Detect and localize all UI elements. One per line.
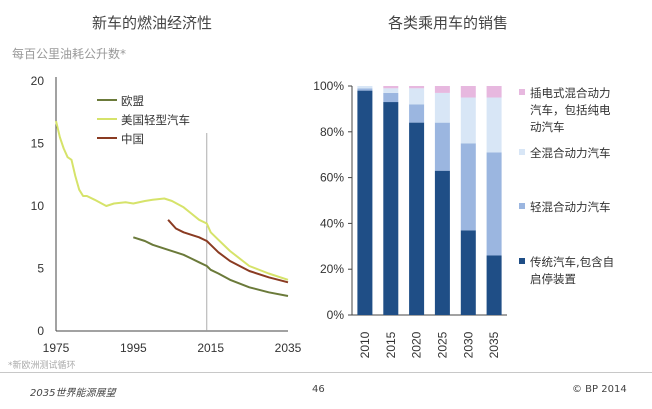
right-legend-label: 轻混合动力汽车	[530, 200, 611, 214]
right-legend-label: 动汽车	[530, 120, 565, 134]
right-y-tick-label: 60%	[320, 171, 344, 185]
right-y-tick-label: 40%	[320, 216, 344, 230]
bar-segment-2010-3	[357, 86, 373, 89]
right-legend-label: 全混合动力汽车	[530, 146, 611, 160]
left-legend-label: 美国轻型汽车	[121, 113, 190, 127]
right-x-tick-label: 2025	[435, 331, 449, 358]
left-y-tick-label: 5	[37, 262, 44, 276]
left-x-tick-label: 2015	[197, 341, 224, 355]
left-x-tick-label: 1975	[43, 341, 70, 355]
bar-segment-2020-2	[409, 104, 425, 123]
series-line-3	[167, 219, 289, 284]
right-x-tick-label: 2010	[358, 331, 372, 358]
left-y-tick-label: 10	[31, 199, 45, 213]
left-chart-title: 新车的燃油经济性	[92, 14, 213, 32]
bar-segment-2010-1	[357, 90, 373, 315]
bar-segment-2035-2	[486, 152, 502, 256]
bar-segment-2020-1	[409, 122, 425, 315]
left-y-tick-label: 15	[31, 137, 45, 151]
bar-segment-2025-4	[434, 86, 450, 93]
right-y-tick-label: 20%	[320, 262, 344, 276]
right-legend-label: 汽车，包括纯电	[530, 103, 611, 117]
bar-segment-2035-1	[486, 255, 502, 315]
right-legend-swatch	[519, 89, 525, 95]
right-legend-label: 传统汽车,包含自	[530, 255, 614, 269]
bar-segment-2015-3	[383, 88, 399, 93]
bar-segment-2030-1	[460, 230, 476, 315]
footer-divider	[0, 372, 652, 373]
right-legend-swatch	[519, 149, 525, 155]
left-y-tick-label: 0	[37, 324, 44, 338]
right-x-tick-label: 2035	[487, 331, 501, 358]
left-legend-label: 欧盟	[121, 94, 144, 108]
left-legend-label: 中国	[121, 132, 144, 146]
bar-segment-2030-2	[460, 143, 476, 231]
series-line-1	[132, 236, 289, 297]
right-legend-swatch	[519, 203, 525, 209]
right-y-tick-label: 100%	[313, 79, 344, 93]
bar-segment-2030-3	[460, 97, 476, 144]
right-legend-label: 启停装置	[530, 272, 576, 286]
bar-segment-2020-3	[409, 88, 425, 105]
footer-report-name: 2035世界能源展望	[30, 388, 116, 399]
left-x-tick-label: 2035	[275, 341, 302, 355]
bar-segment-2025-1	[434, 170, 450, 315]
right-legend-swatch	[519, 258, 525, 264]
bar-segment-2030-4	[460, 86, 476, 98]
bar-segment-2015-1	[383, 102, 399, 315]
bar-segment-2020-4	[409, 86, 425, 89]
right-x-tick-label: 2030	[461, 331, 475, 358]
series-line-2	[55, 120, 289, 281]
footer-copyright: © BP 2014	[572, 384, 627, 395]
bar-segment-2015-4	[383, 86, 399, 89]
right-y-tick-label: 0%	[327, 308, 345, 322]
bar-segment-2010-2	[357, 88, 373, 91]
right-x-tick-label: 2015	[384, 331, 398, 358]
bar-segment-2025-2	[434, 122, 450, 171]
footer-page-number: 46	[312, 384, 325, 395]
right-legend-label: 插电式混合动力	[530, 86, 611, 100]
left-chart-subtitle: 每百公里油耗公升数*	[12, 47, 127, 61]
right-y-tick-label: 80%	[320, 125, 344, 139]
left-y-tick-label: 20	[31, 74, 45, 88]
bar-segment-2035-4	[486, 86, 502, 98]
left-x-tick-label: 1995	[120, 341, 147, 355]
right-x-tick-label: 2020	[410, 331, 424, 358]
bar-segment-2025-3	[434, 92, 450, 123]
bar-segment-2035-3	[486, 97, 502, 153]
left-chart-footnote: *新欧洲测试循环	[8, 361, 76, 371]
bar-segment-2015-2	[383, 92, 399, 103]
right-chart-title: 各类乘用车的销售	[388, 14, 509, 32]
